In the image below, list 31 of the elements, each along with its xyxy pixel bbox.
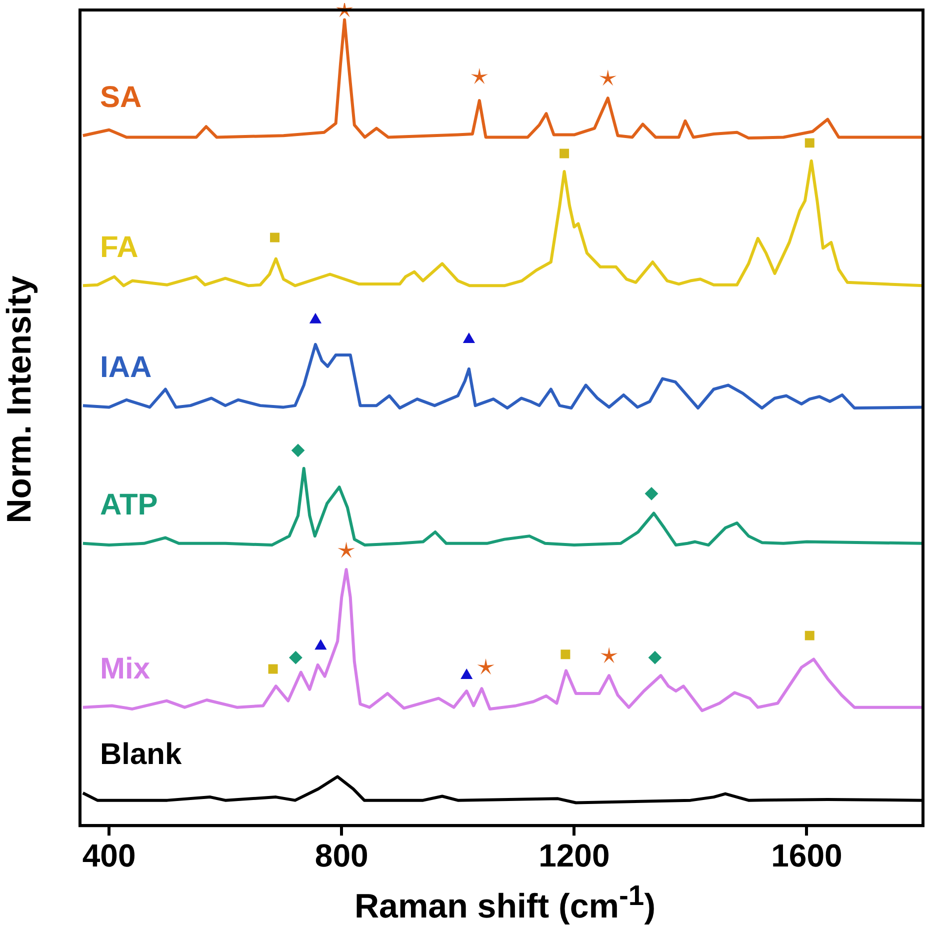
point xyxy=(648,651,662,664)
point xyxy=(268,664,278,674)
point xyxy=(560,650,570,660)
series-label: ATP xyxy=(100,488,158,522)
point xyxy=(270,232,280,242)
x-tick-label: 1600 xyxy=(771,838,842,874)
x-axis-title: Raman shift (cm$^{-1}$) xyxy=(353,880,657,926)
point xyxy=(463,333,475,344)
series-label: Blank xyxy=(100,738,182,772)
point xyxy=(599,70,616,86)
series-label: SA xyxy=(100,80,142,114)
point xyxy=(470,68,488,84)
point xyxy=(460,669,472,680)
series-label: IAA xyxy=(100,350,152,384)
point xyxy=(804,138,814,148)
point xyxy=(338,542,355,558)
point xyxy=(310,313,322,324)
point xyxy=(804,630,814,640)
point xyxy=(560,148,570,158)
series-label: FA xyxy=(100,230,138,264)
point xyxy=(289,651,302,664)
point xyxy=(477,658,494,675)
series-label: Mix xyxy=(100,652,150,686)
x-tick-label: 800 xyxy=(314,838,368,874)
x-tick-label: 1200 xyxy=(538,838,610,874)
point xyxy=(292,444,305,457)
y-axis-title: Norm. Intensity xyxy=(0,274,40,526)
x-tick-label: 400 xyxy=(82,838,136,874)
point xyxy=(600,646,618,664)
point xyxy=(314,640,326,650)
point xyxy=(644,487,658,500)
